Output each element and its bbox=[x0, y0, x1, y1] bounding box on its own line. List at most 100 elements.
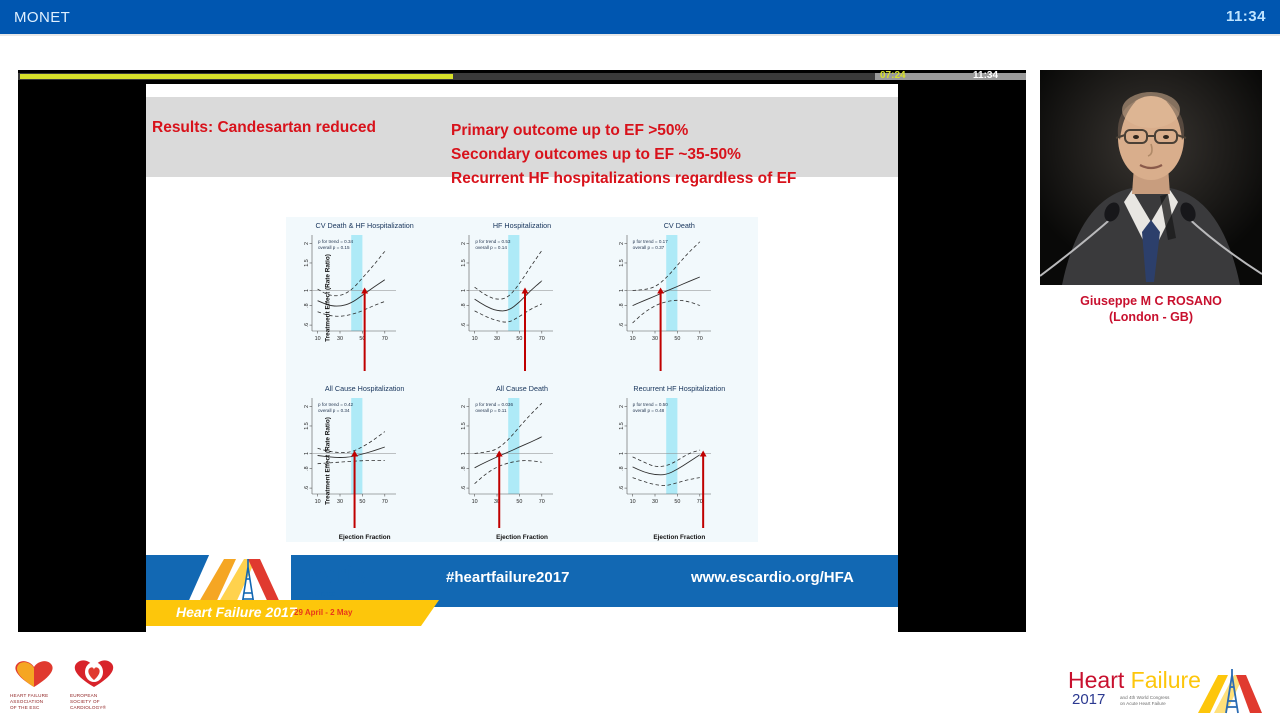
lower-ci-curve bbox=[474, 303, 543, 323]
chart-plot-area: .6 .8 1 1.5 2 10 30 50 70 bbox=[619, 397, 711, 505]
chart-panel: Recurrent HF Hospitalization .6 .8 1 1.5 2 10 3… bbox=[601, 380, 758, 543]
y-tick-label: .8 bbox=[461, 466, 467, 471]
p-value-annotation: p for trend = 0.17 overall p = 0.37 bbox=[633, 239, 668, 251]
y-tick-label: 2 bbox=[461, 404, 467, 407]
logo-heart-failure-2017: Heart Failure 2017 and 4th World Congres… bbox=[1060, 665, 1270, 715]
letterbox-left bbox=[18, 70, 146, 632]
x-tick-label: 30 bbox=[494, 336, 500, 342]
y-tick-label: 1.5 bbox=[619, 259, 625, 267]
y-tick-label: .8 bbox=[461, 303, 467, 308]
chart-panel-title: CV Death bbox=[663, 221, 695, 230]
chart-panel: HF Hospitalization .6 .8 1 1.5 2 10 30 50 70 p for… bbox=[443, 217, 600, 380]
hfa-line-1: HEART FAILURE bbox=[10, 693, 49, 698]
banner-country: France bbox=[314, 591, 336, 598]
hf-logo-subtitle: and 4th World Congress on Acute Heart Fa… bbox=[1120, 695, 1169, 707]
lower-ci-curve bbox=[317, 459, 385, 464]
current-time-label: 07:24 bbox=[880, 70, 906, 81]
estimate-curve bbox=[317, 446, 385, 458]
hfa-heart-icon bbox=[15, 661, 53, 687]
esc-caption: EUROPEAN SOCIETY OF CARDIOLOGY® bbox=[70, 693, 126, 711]
y-tick-label: .6 bbox=[619, 485, 625, 490]
hfa-line-2: ASSOCIATION bbox=[10, 699, 44, 704]
p-trend-label: p for trend = 0.17 bbox=[632, 239, 668, 244]
y-tick-label: 1.5 bbox=[304, 422, 310, 430]
p-overall-label: overall p = 0.34 bbox=[318, 407, 350, 413]
y-tick-label: 2 bbox=[619, 242, 625, 245]
upper-ci-curve bbox=[474, 402, 543, 454]
clock: 11:34 bbox=[1225, 8, 1266, 25]
upper-ci-curve bbox=[317, 430, 386, 453]
eiffel-logo-icon bbox=[196, 559, 282, 607]
red-arrow-annotation bbox=[351, 449, 358, 528]
y-tick-label: 1.5 bbox=[619, 422, 625, 430]
lower-ci-curve bbox=[631, 299, 700, 324]
y-tick-label: 1.5 bbox=[461, 259, 467, 267]
y-axis-title: Treatment Effect (Rate Ratio) bbox=[324, 254, 332, 343]
chart-panel: All Cause Hospitalization .6 .8 1 1.5 2 10 30 50… bbox=[286, 380, 443, 543]
estimate-curve bbox=[317, 279, 386, 307]
lower-ci-curve bbox=[474, 459, 543, 484]
logo-european-society-cardiology: EUROPEAN SOCIETY OF CARDIOLOGY® bbox=[70, 658, 126, 710]
p-overall-label: overall p = 0.11 bbox=[475, 407, 507, 413]
x-tick-label: 30 bbox=[337, 499, 343, 505]
red-arrow-annotation bbox=[361, 287, 369, 371]
x-tick-label: 50 bbox=[517, 336, 523, 342]
y-tick-label: .6 bbox=[461, 323, 467, 328]
y-tick-label: .6 bbox=[304, 485, 310, 490]
p-trend-label: p for trend = 0.50 bbox=[632, 401, 668, 407]
chart-panel-title: All Cause Death bbox=[496, 383, 548, 393]
slide-title-right: Primary outcome up to EF >50% Secondary … bbox=[451, 119, 891, 191]
chart-panel-title: HF Hospitalization bbox=[492, 221, 552, 230]
banner-url[interactable]: www.escardio.org/HFA bbox=[691, 569, 854, 586]
x-axis-title: Ejection Fraction bbox=[496, 534, 548, 541]
x-tick-label: 10 bbox=[315, 499, 321, 505]
p-trend-label: p for trend = 0.34 bbox=[318, 239, 354, 244]
red-arrow-annotation bbox=[699, 449, 707, 528]
x-axis-title: Ejection Fraction bbox=[653, 534, 706, 541]
speaker-name-text: Giuseppe M C ROSANO bbox=[1080, 294, 1222, 308]
speaker-video[interactable] bbox=[1040, 70, 1262, 285]
p-value-annotation: p for trend = 0.34 overall p = 0.15 bbox=[318, 239, 353, 251]
shaded-band bbox=[665, 235, 678, 331]
shaded-band bbox=[351, 397, 363, 494]
chart-panel-title: CV Death & HF Hospitalization bbox=[315, 221, 414, 230]
upper-ci-curve bbox=[474, 250, 543, 300]
speaker-portrait-image bbox=[1040, 70, 1262, 285]
shaded-band bbox=[508, 397, 520, 494]
x-tick-label: 70 bbox=[696, 336, 702, 342]
figure-panel-grid: CV Death & HF Hospitalization .6 .8 1 1.5 2 10… bbox=[286, 217, 758, 542]
y-tick-label: 2 bbox=[461, 242, 467, 245]
hf-logo-eiffel-icon bbox=[1198, 669, 1262, 714]
hf-logo-heart-word: Heart Failure bbox=[1068, 667, 1201, 694]
hf-logo-sub-2: on Acute Heart Failure bbox=[1120, 701, 1166, 706]
upper-ci-curve bbox=[317, 250, 386, 297]
x-tick-label: 50 bbox=[517, 499, 523, 505]
hf-logo-failure-text: Failure bbox=[1130, 667, 1201, 693]
red-arrow-annotation bbox=[656, 287, 664, 371]
x-tick-label: 30 bbox=[652, 499, 658, 505]
estimate-curve bbox=[632, 453, 700, 475]
y-tick-label: 1 bbox=[619, 289, 625, 292]
lower-ci-curve bbox=[632, 476, 700, 486]
y-tick-label: 2 bbox=[619, 404, 625, 407]
top-bar: MONET 11:34 bbox=[0, 0, 1280, 36]
hf-logo-heart-text: Heart bbox=[1068, 667, 1125, 693]
slide-header: Results: Candesartan reduced Primary out… bbox=[146, 97, 898, 187]
p-value-annotation: p for trend = 0.53 overall p = 0.14 bbox=[475, 239, 510, 251]
esc-line-3: CARDIOLOGY® bbox=[70, 705, 107, 710]
y-tick-label: 1 bbox=[461, 451, 467, 454]
x-tick-label: 70 bbox=[382, 336, 388, 342]
slide-bullet-3: Recurrent HF hospitalizations regardless… bbox=[451, 170, 797, 187]
y-tick-label: 2 bbox=[304, 404, 310, 407]
lower-ci-curve bbox=[317, 301, 386, 317]
y-axis-title: Treatment Effect (Rate Ratio) bbox=[324, 416, 332, 505]
p-trend-label: p for trend = 0.42 bbox=[318, 401, 354, 407]
p-value-annotation: p for trend = 0.036 overall p = 0.11 bbox=[475, 402, 513, 414]
p-overall-label: overall p = 0.15 bbox=[318, 245, 350, 250]
x-tick-label: 70 bbox=[382, 499, 388, 505]
player-progress-bar[interactable]: 07:24 11:34 bbox=[18, 70, 1026, 84]
estimate-curve bbox=[474, 280, 543, 312]
chart-grid: CV Death & HF Hospitalization .6 .8 1 1.5 2 10… bbox=[286, 217, 758, 542]
speaker-caption: Giuseppe M C ROSANO (London - GB) bbox=[1040, 293, 1262, 325]
y-tick-label: .6 bbox=[304, 323, 310, 328]
